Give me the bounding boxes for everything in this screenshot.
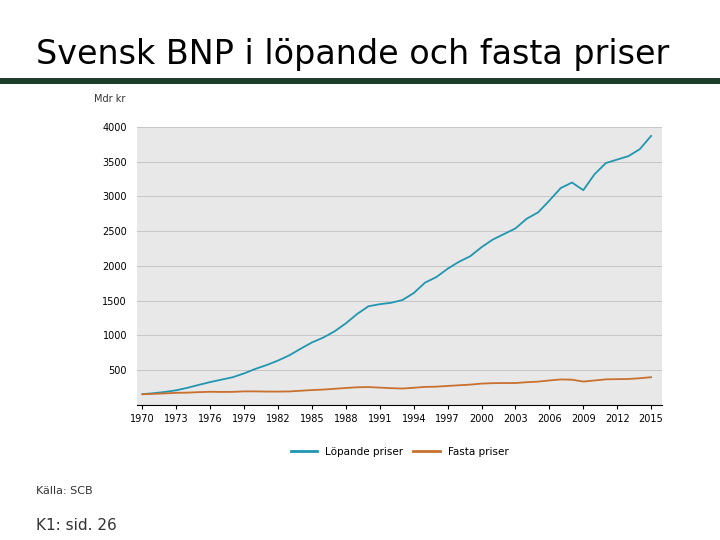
Löpande priser	[636, 146, 644, 152]
Löpande priser	[647, 133, 655, 139]
Löpande priser	[263, 362, 271, 368]
Fasta priser	[206, 389, 215, 395]
Fasta priser	[636, 375, 644, 381]
Löpande priser	[444, 266, 452, 272]
Fasta priser	[432, 383, 441, 390]
Löpande priser	[206, 379, 215, 386]
Fasta priser	[297, 388, 305, 394]
Löpande priser	[138, 391, 147, 397]
Fasta priser	[466, 381, 474, 388]
Löpande priser	[319, 334, 328, 341]
Löpande priser	[466, 253, 474, 259]
Löpande priser	[500, 231, 508, 237]
Fasta priser	[138, 391, 147, 397]
Fasta priser	[511, 380, 520, 386]
Fasta priser	[590, 377, 599, 384]
Löpande priser	[454, 259, 463, 265]
Fasta priser	[184, 389, 192, 396]
Löpande priser	[398, 297, 407, 303]
Löpande priser	[420, 279, 429, 286]
Fasta priser	[613, 376, 621, 382]
Fasta priser	[274, 388, 282, 395]
Fasta priser	[150, 390, 158, 397]
Löpande priser	[353, 310, 361, 317]
Löpande priser	[602, 160, 611, 166]
Löpande priser	[376, 301, 384, 307]
Löpande priser	[557, 185, 565, 191]
Fasta priser	[523, 379, 531, 386]
Text: Svensk BNP i löpande och fasta priser: Svensk BNP i löpande och fasta priser	[36, 38, 670, 71]
Fasta priser	[534, 379, 542, 385]
Löpande priser	[150, 390, 158, 396]
Löpande priser	[590, 171, 599, 178]
Fasta priser	[444, 383, 452, 389]
Fasta priser	[285, 388, 294, 395]
Fasta priser	[228, 389, 237, 395]
Löpande priser	[297, 346, 305, 352]
Löpande priser	[172, 387, 181, 394]
Fasta priser	[545, 377, 554, 384]
Text: Källa: SCB: Källa: SCB	[36, 486, 93, 496]
Löpande priser	[534, 209, 542, 215]
Löpande priser	[307, 339, 316, 346]
Text: K1: sid. 26: K1: sid. 26	[36, 518, 117, 534]
Fasta priser	[194, 389, 203, 395]
Löpande priser	[432, 274, 441, 280]
Fasta priser	[364, 384, 373, 390]
Fasta priser	[579, 379, 588, 385]
Fasta priser	[387, 385, 395, 392]
Line: Fasta priser: Fasta priser	[143, 377, 651, 394]
Legend: Löpande priser, Fasta priser: Löpande priser, Fasta priser	[287, 443, 513, 461]
Line: Löpande priser: Löpande priser	[143, 136, 651, 394]
Fasta priser	[251, 388, 260, 395]
Fasta priser	[376, 384, 384, 391]
Fasta priser	[477, 380, 486, 387]
Löpande priser	[579, 187, 588, 193]
Fasta priser	[307, 387, 316, 393]
Löpande priser	[240, 370, 248, 376]
Löpande priser	[511, 225, 520, 232]
Fasta priser	[557, 376, 565, 383]
Fasta priser	[500, 380, 508, 386]
Löpande priser	[613, 157, 621, 163]
Fasta priser	[454, 382, 463, 388]
Löpande priser	[523, 215, 531, 222]
Löpande priser	[251, 366, 260, 372]
Fasta priser	[353, 384, 361, 390]
Löpande priser	[161, 389, 169, 395]
Löpande priser	[228, 374, 237, 380]
Löpande priser	[330, 328, 339, 335]
Fasta priser	[263, 388, 271, 395]
Fasta priser	[410, 384, 418, 391]
Löpande priser	[410, 290, 418, 296]
Fasta priser	[647, 374, 655, 380]
Fasta priser	[172, 389, 181, 396]
Fasta priser	[217, 389, 226, 395]
Löpande priser	[194, 382, 203, 388]
Text: Mdr kr: Mdr kr	[94, 94, 125, 105]
Löpande priser	[477, 244, 486, 251]
Löpande priser	[624, 153, 633, 159]
Fasta priser	[330, 386, 339, 392]
Fasta priser	[161, 390, 169, 396]
Fasta priser	[602, 376, 611, 382]
Fasta priser	[341, 384, 350, 391]
Löpande priser	[364, 303, 373, 309]
Löpande priser	[184, 384, 192, 391]
Löpande priser	[285, 352, 294, 359]
Löpande priser	[341, 320, 350, 327]
Fasta priser	[420, 384, 429, 390]
Fasta priser	[398, 385, 407, 392]
Löpande priser	[274, 357, 282, 364]
Fasta priser	[567, 376, 576, 383]
Löpande priser	[489, 237, 498, 243]
Löpande priser	[567, 179, 576, 186]
Löpande priser	[545, 197, 554, 204]
Löpande priser	[387, 300, 395, 306]
Fasta priser	[240, 388, 248, 395]
Fasta priser	[489, 380, 498, 387]
Fasta priser	[624, 376, 633, 382]
Fasta priser	[319, 386, 328, 393]
Löpande priser	[217, 376, 226, 383]
